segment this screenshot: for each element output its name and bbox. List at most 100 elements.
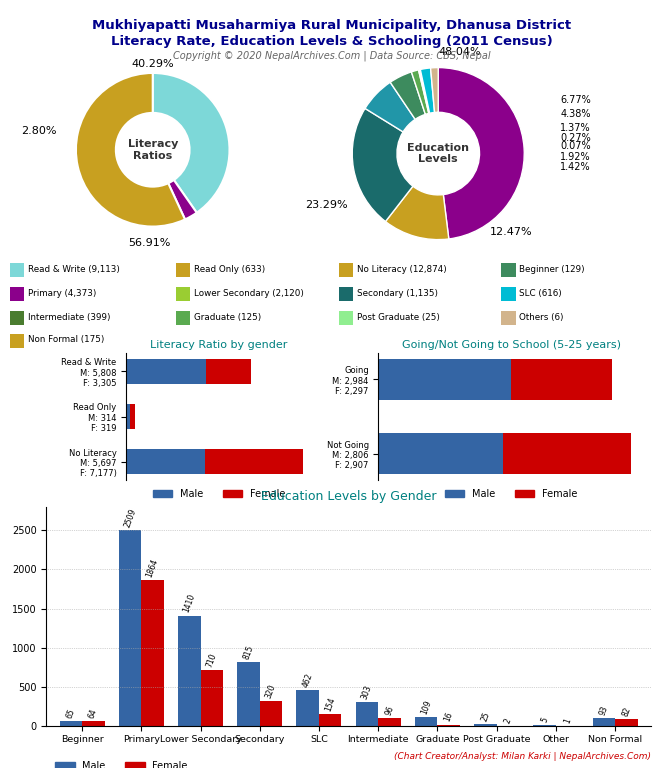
Bar — [415, 717, 438, 726]
Text: 5: 5 — [540, 717, 550, 724]
Text: 48.04%: 48.04% — [438, 48, 481, 58]
Text: Copyright © 2020 NepalArchives.Com | Data Source: CBS, Nepal: Copyright © 2020 NepalArchives.Com | Dat… — [173, 51, 491, 61]
Bar — [201, 670, 223, 726]
Text: Lower Secondary (2,120): Lower Secondary (2,120) — [194, 289, 304, 298]
Text: 710: 710 — [205, 652, 218, 669]
Wedge shape — [390, 72, 426, 119]
Wedge shape — [420, 69, 430, 113]
FancyBboxPatch shape — [339, 287, 353, 301]
FancyBboxPatch shape — [176, 287, 190, 301]
Bar — [126, 359, 206, 384]
Text: 1410: 1410 — [182, 593, 197, 614]
Bar — [82, 720, 104, 726]
Text: 82: 82 — [621, 706, 632, 718]
Bar — [237, 662, 260, 726]
Bar — [178, 615, 201, 726]
FancyBboxPatch shape — [501, 263, 515, 277]
Bar — [474, 723, 497, 726]
Wedge shape — [412, 70, 429, 114]
Wedge shape — [418, 70, 430, 114]
Wedge shape — [153, 73, 230, 213]
Text: Secondary (1,135): Secondary (1,135) — [357, 289, 438, 298]
Text: 25: 25 — [479, 710, 491, 723]
Text: 154: 154 — [323, 696, 337, 712]
Wedge shape — [438, 68, 525, 239]
Text: 1.37%: 1.37% — [560, 123, 591, 133]
Text: 0.27%: 0.27% — [560, 133, 591, 143]
Legend: Male, Female: Male, Female — [149, 485, 290, 503]
Text: 6.77%: 6.77% — [560, 95, 591, 105]
Legend: Male, Female: Male, Female — [51, 757, 192, 768]
Bar — [438, 724, 460, 726]
Bar — [260, 700, 282, 726]
Wedge shape — [386, 186, 449, 240]
Wedge shape — [365, 82, 415, 132]
Bar — [206, 359, 252, 384]
Text: Beginner (129): Beginner (129) — [519, 265, 585, 274]
Bar — [126, 404, 131, 429]
Wedge shape — [168, 180, 197, 220]
Wedge shape — [420, 68, 434, 113]
Text: 93: 93 — [598, 705, 610, 717]
Title: Going/Not Going to School (5-25 years): Going/Not Going to School (5-25 years) — [402, 339, 621, 349]
FancyBboxPatch shape — [339, 263, 353, 277]
Text: 0.07%: 0.07% — [560, 141, 591, 151]
Bar — [141, 580, 164, 726]
Legend: Male, Female: Male, Female — [441, 485, 582, 503]
Bar — [511, 359, 612, 400]
Text: 303: 303 — [361, 684, 374, 700]
Text: 4.38%: 4.38% — [560, 109, 591, 119]
Bar — [615, 720, 637, 726]
Text: Mukhiyapatti Musaharmiya Rural Municipality, Dhanusa District: Mukhiyapatti Musaharmiya Rural Municipal… — [92, 19, 572, 32]
Bar — [319, 713, 341, 726]
Text: (Chart Creator/Analyst: Milan Karki | NepalArchives.Com): (Chart Creator/Analyst: Milan Karki | Ne… — [394, 752, 651, 761]
Text: 40.29%: 40.29% — [131, 59, 174, 69]
Text: Education
Levels: Education Levels — [407, 143, 469, 164]
Text: Graduate (125): Graduate (125) — [194, 313, 262, 322]
Text: Read Only (633): Read Only (633) — [194, 265, 266, 274]
FancyBboxPatch shape — [10, 334, 24, 348]
Text: 12.47%: 12.47% — [490, 227, 533, 237]
Text: 1.42%: 1.42% — [560, 162, 591, 172]
Wedge shape — [352, 108, 413, 221]
Bar — [119, 530, 141, 726]
Text: Primary (4,373): Primary (4,373) — [28, 289, 96, 298]
Text: 2.80%: 2.80% — [21, 125, 56, 136]
Text: Literacy
Ratios: Literacy Ratios — [127, 139, 178, 161]
Text: Literacy Rate, Education Levels & Schooling (2011 Census): Literacy Rate, Education Levels & School… — [111, 35, 553, 48]
Text: 1864: 1864 — [145, 558, 160, 578]
Bar — [205, 449, 303, 475]
Bar — [126, 449, 205, 475]
FancyBboxPatch shape — [339, 311, 353, 325]
Wedge shape — [430, 68, 438, 112]
Text: 65: 65 — [65, 707, 76, 720]
Text: 56.91%: 56.91% — [127, 238, 170, 248]
Bar — [378, 433, 503, 475]
Title: Education Levels by Gender: Education Levels by Gender — [261, 490, 436, 503]
Bar — [60, 720, 82, 726]
Text: 1.92%: 1.92% — [560, 152, 591, 162]
FancyBboxPatch shape — [501, 311, 515, 325]
Text: No Literacy (12,874): No Literacy (12,874) — [357, 265, 446, 274]
Text: SLC (616): SLC (616) — [519, 289, 562, 298]
Text: Intermediate (399): Intermediate (399) — [28, 313, 111, 322]
Bar — [593, 719, 615, 726]
Title: Literacy Ratio by gender: Literacy Ratio by gender — [151, 339, 288, 349]
Text: 1: 1 — [562, 717, 572, 724]
Text: Read & Write (9,113): Read & Write (9,113) — [28, 265, 120, 274]
FancyBboxPatch shape — [501, 287, 515, 301]
Bar — [503, 433, 631, 475]
Text: 64: 64 — [88, 707, 99, 720]
Text: 16: 16 — [443, 711, 455, 723]
Text: 109: 109 — [420, 699, 433, 716]
FancyBboxPatch shape — [176, 311, 190, 325]
Text: 462: 462 — [301, 671, 315, 688]
Bar — [131, 404, 135, 429]
Text: Others (6): Others (6) — [519, 313, 564, 322]
Text: 815: 815 — [242, 644, 255, 660]
Text: Non Formal (175): Non Formal (175) — [28, 336, 104, 345]
Text: 2509: 2509 — [122, 507, 137, 528]
FancyBboxPatch shape — [10, 263, 24, 277]
Text: 320: 320 — [264, 683, 278, 700]
Wedge shape — [76, 73, 185, 227]
